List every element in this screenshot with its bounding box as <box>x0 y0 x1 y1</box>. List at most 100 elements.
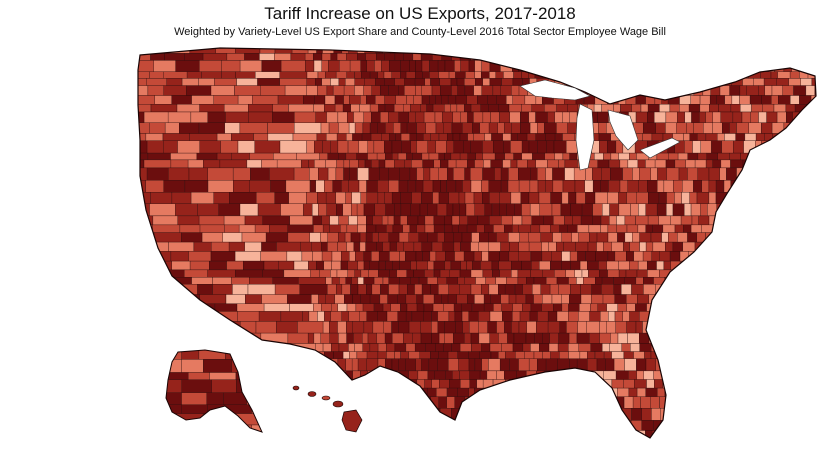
county-tile <box>818 311 827 321</box>
county-tile <box>571 232 579 243</box>
county-tile <box>315 78 322 86</box>
county-tile <box>239 122 268 134</box>
county-tile <box>213 439 229 451</box>
county-tile <box>601 277 614 285</box>
county-tile <box>406 269 414 278</box>
county-tile <box>739 241 748 252</box>
county-tile <box>313 224 324 233</box>
county-tile <box>617 303 627 312</box>
county-tile <box>308 430 318 438</box>
county-tile <box>568 60 578 72</box>
county-tile <box>468 351 480 359</box>
county-tile <box>510 140 523 154</box>
county-tile <box>614 251 627 262</box>
county-tile <box>373 140 385 154</box>
county-tile <box>430 133 440 141</box>
county-tile <box>427 140 436 154</box>
county-tile <box>666 351 679 359</box>
county-tile <box>537 167 546 181</box>
county-tile <box>258 311 282 322</box>
county-tile <box>341 311 349 322</box>
county-tile <box>325 387 337 397</box>
county-tile <box>592 408 601 421</box>
county-tile <box>690 332 703 344</box>
county-tile <box>774 48 782 54</box>
county-tile <box>415 358 422 371</box>
county-tile <box>207 180 234 193</box>
county-tile <box>438 284 449 295</box>
county-tile <box>697 351 708 359</box>
county-tile <box>460 111 468 123</box>
county-tile <box>213 95 239 105</box>
county-tile <box>617 232 626 243</box>
county-tile <box>715 294 723 304</box>
county-tile <box>817 72 825 79</box>
county-tile <box>588 387 601 397</box>
county-tile <box>337 140 349 154</box>
county-tile <box>203 413 233 426</box>
county-tile <box>714 303 722 312</box>
county-tile <box>489 332 499 344</box>
county-tile <box>288 104 314 113</box>
county-tile <box>446 277 458 285</box>
county-tile <box>554 379 566 389</box>
page-title: Tariff Increase on US Exports, 2017-2018 <box>264 4 576 23</box>
county-tile <box>254 224 270 233</box>
county-tile <box>579 260 588 271</box>
county-tile <box>235 269 263 278</box>
county-tile <box>753 53 763 61</box>
county-tile <box>789 203 798 216</box>
county-tile <box>785 215 793 226</box>
county-tile <box>540 396 549 409</box>
county-tile <box>564 167 575 181</box>
county-tile <box>346 133 353 141</box>
county-tile <box>512 95 526 105</box>
county-tile <box>162 133 190 141</box>
county-tile <box>621 284 632 295</box>
county-tile <box>652 321 659 334</box>
county-tile <box>822 134 829 141</box>
county-tile <box>794 269 803 278</box>
county-tile <box>709 104 719 113</box>
county-tile <box>353 241 361 252</box>
county-tile <box>689 192 698 204</box>
county-tile <box>615 321 627 334</box>
county-tile <box>138 284 154 295</box>
county-tile <box>788 358 799 371</box>
county-tile <box>481 251 489 262</box>
county-tile <box>771 241 785 252</box>
county-tile <box>369 260 380 271</box>
county-tile <box>597 111 609 123</box>
county-tile <box>450 78 458 86</box>
county-tile <box>398 85 405 96</box>
county-tile <box>712 332 724 344</box>
county-tile <box>325 277 333 285</box>
county-tile <box>551 251 562 262</box>
county-tile <box>737 387 746 397</box>
county-tile <box>337 111 348 123</box>
county-tile <box>510 133 518 141</box>
county-tile <box>493 140 504 154</box>
county-tile <box>138 251 152 262</box>
county-tile <box>325 192 336 204</box>
county-tile <box>713 224 725 233</box>
county-tile <box>382 277 389 285</box>
county-tile <box>394 78 405 86</box>
county-tile <box>622 311 630 322</box>
county-tile <box>398 430 409 438</box>
county-tile <box>682 48 695 54</box>
county-tile <box>622 167 633 181</box>
county-tile <box>631 104 642 113</box>
county-tile <box>677 232 688 243</box>
county-tile <box>720 430 729 438</box>
county-tile <box>632 167 640 181</box>
county-tile <box>741 251 749 262</box>
county-tile <box>384 95 396 105</box>
county-tile <box>568 311 579 322</box>
county-tile <box>415 251 423 262</box>
county-tile <box>246 159 262 169</box>
county-tile <box>652 78 665 86</box>
county-tile <box>806 284 816 295</box>
county-tile <box>775 343 784 352</box>
county-tile <box>641 60 655 72</box>
